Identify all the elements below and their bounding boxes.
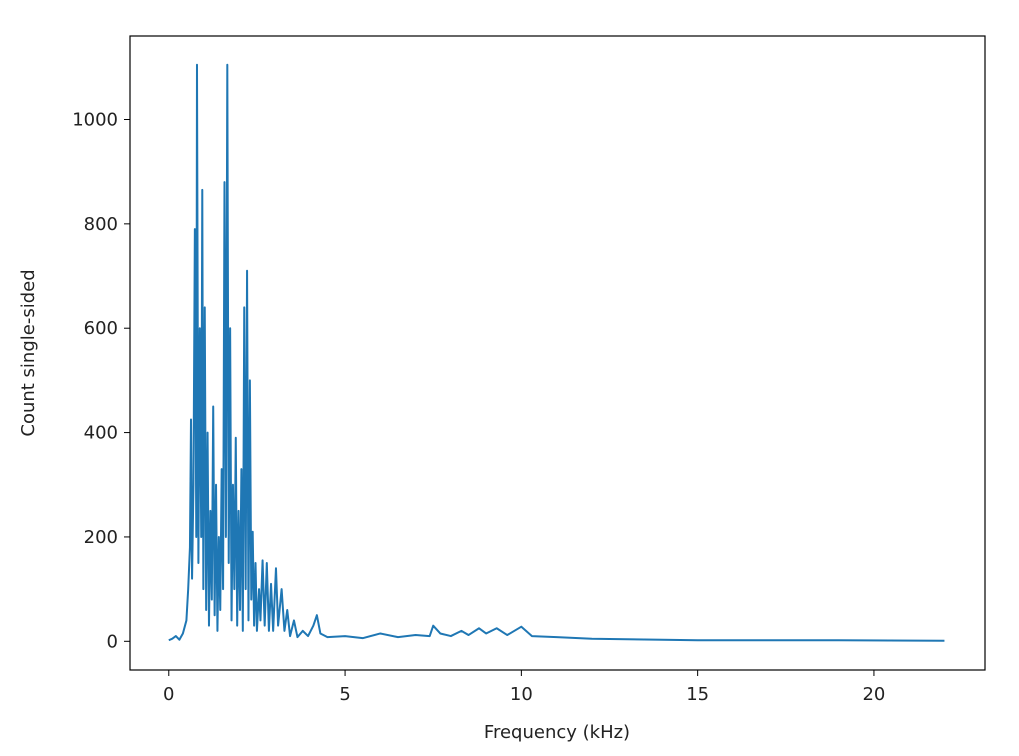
y-tick-label: 1000 bbox=[72, 109, 118, 130]
y-tick-label: 200 bbox=[84, 527, 118, 548]
x-axis-label: Frequency (kHz) bbox=[484, 722, 630, 743]
y-tick-label: 0 bbox=[107, 631, 118, 652]
plot-frame bbox=[129, 35, 986, 671]
y-axis-label: Count single-sided bbox=[18, 269, 39, 436]
x-tick-label: 15 bbox=[686, 684, 709, 705]
x-tick-label: 20 bbox=[862, 684, 885, 705]
x-tick-label: 0 bbox=[163, 684, 174, 705]
x-tick-label: 5 bbox=[339, 684, 350, 705]
y-tick-label: 800 bbox=[84, 214, 118, 235]
y-tick-label: 600 bbox=[84, 318, 118, 339]
y-tick-label: 400 bbox=[84, 423, 118, 444]
data-line bbox=[168, 63, 945, 642]
x-tick-label: 10 bbox=[510, 684, 533, 705]
